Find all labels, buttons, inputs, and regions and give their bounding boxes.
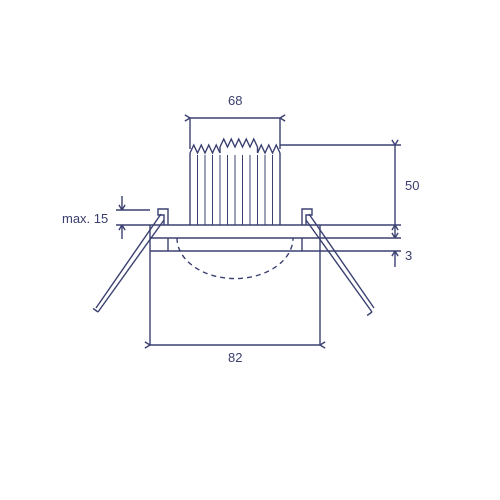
dim-right-rim-label: 3 [405,248,412,263]
dim-bottom-label: 82 [228,350,242,365]
dim-top-label: 68 [228,93,242,108]
technical-drawing [0,0,500,500]
dim-left-max-label: max. 15 [62,211,108,226]
dim-right-height-label: 50 [405,178,419,193]
